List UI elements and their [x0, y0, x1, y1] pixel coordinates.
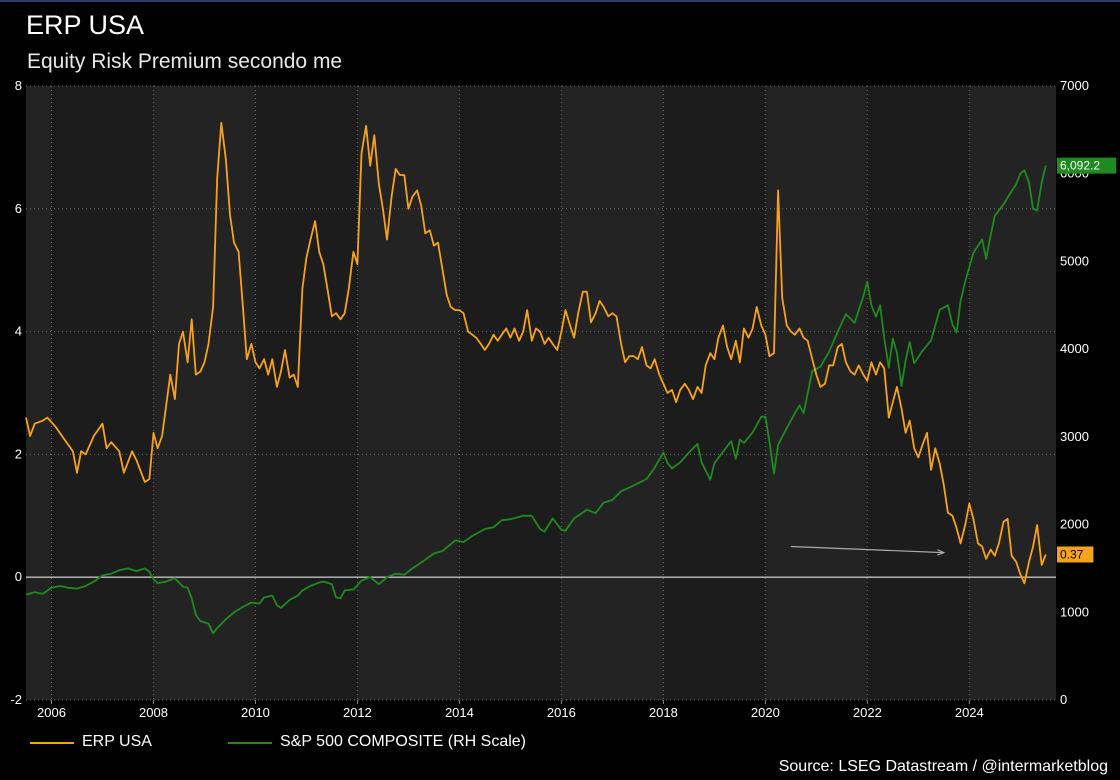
- x-tick-label: 2018: [649, 705, 678, 720]
- annotation-layer: [790, 545, 946, 556]
- chart-subtitle: Equity Risk Premium secondo me: [27, 50, 343, 73]
- background-bands: [26, 86, 1056, 700]
- left-y-tick-label: 0: [15, 569, 22, 584]
- chart-title: ERP USA: [26, 10, 145, 40]
- erp-last-value-badge-text: 0.37: [1060, 547, 1084, 561]
- x-tick-label: 2022: [853, 705, 882, 720]
- x-tick-label: 2020: [751, 705, 780, 720]
- x-tick-label: 2014: [445, 705, 474, 720]
- background-band: [459, 86, 562, 700]
- background-band: [26, 86, 52, 700]
- background-band: [867, 86, 970, 700]
- background-band: [765, 86, 868, 700]
- source-note: Source: LSEG Datastream / @intermarketbl…: [778, 758, 1108, 775]
- x-tick-label: 2006: [37, 705, 66, 720]
- x-tick-label: 2008: [139, 705, 168, 720]
- erp-last-value-badge-box: [1057, 546, 1094, 563]
- x-tick-label: 2016: [547, 705, 576, 720]
- background-band: [663, 86, 766, 700]
- right-y-tick-label: 4000: [1060, 341, 1089, 356]
- legend-label-erp: ERP USA: [82, 733, 152, 750]
- left-y-tick-label: 2: [15, 446, 22, 461]
- sp500-last-value-badge-text: 6,092.2: [1060, 159, 1100, 173]
- background-band: [153, 86, 256, 700]
- legend-swatch-erp: [30, 742, 74, 744]
- left-y-axis-ticks: -2 0 2 4 6 8: [10, 78, 22, 707]
- right-y-tick-label: 7000: [1060, 78, 1089, 93]
- right-y-tick-label: 3000: [1060, 429, 1089, 444]
- legend-label-spx: S&P 500 COMPOSITE (RH Scale): [280, 733, 526, 750]
- series-lines: [25, 121, 1047, 635]
- x-tick-label: 2024: [955, 705, 984, 720]
- annotation-arrow-shaft: [790, 545, 944, 554]
- x-axis-ticks: 2006 2008 2010 2012 2014 2016 2018 2020 2022 2024: [37, 700, 984, 720]
- x-tick-label: 2010: [241, 705, 270, 720]
- sp500-last-value-badge-box: [1057, 157, 1117, 174]
- last-value-badges: 6,092.2 0.37: [1057, 157, 1117, 563]
- right-y-tick-label: 0: [1060, 692, 1067, 707]
- left-y-tick-label: 4: [15, 324, 22, 339]
- annotation-arrow-head: [937, 549, 946, 556]
- background-band: [357, 86, 460, 700]
- right-y-tick-label: 5000: [1060, 253, 1089, 268]
- left-y-tick-label: -2: [10, 692, 22, 707]
- left-y-tick-label: 8: [15, 78, 22, 93]
- legend-swatch-spx: [228, 742, 272, 744]
- sp500-line: [25, 165, 1047, 635]
- x-tick-label: 2012: [343, 705, 372, 720]
- background-band: [561, 86, 664, 700]
- right-y-tick-label: 1000: [1060, 604, 1089, 619]
- right-y-tick-label: 2000: [1060, 517, 1089, 532]
- background-band: [255, 86, 358, 700]
- erp-line: [25, 121, 1047, 585]
- top-border: [0, 0, 1120, 2]
- left-y-tick-label: 6: [15, 201, 22, 216]
- background-band: [51, 86, 154, 700]
